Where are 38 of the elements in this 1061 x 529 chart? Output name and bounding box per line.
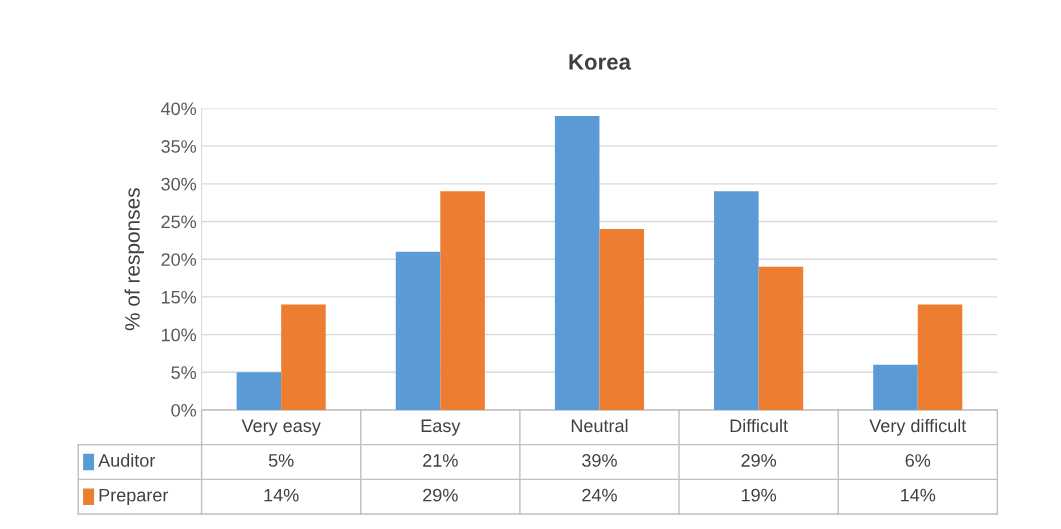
bar [554,115,600,410]
data-label: 14% [264,488,299,502]
x-tick-label: Easy [421,419,461,436]
x-tick-label: Difficult [730,418,788,433]
y-tick-label: 5% [171,366,197,379]
y-tick-label: 40% [161,102,197,116]
y-tick-label: 15% [161,290,197,304]
y-tick-label: 10% [161,328,197,342]
data-label: 6% [905,454,931,467]
chart-title: Korea [569,54,632,70]
legend-label: Preparer [99,488,169,506]
bar [395,251,441,410]
data-label: 24% [582,488,617,502]
data-label: 14% [901,488,936,502]
x-tick-label: Very difficult [869,418,967,436]
y-tick-label: 35% [161,140,197,153]
data-label: 5% [268,454,294,467]
bar [281,304,326,410]
y-tick-label: 25% [161,215,197,229]
bar [236,372,282,410]
bar [599,229,645,410]
y-tick-label: 0% [171,403,197,417]
y-axis-title: % of responses [124,188,144,331]
data-label: 19% [741,488,777,502]
data-label: 29% [423,488,458,502]
data-label: 21% [423,454,458,467]
y-tick-label: 20% [161,253,197,266]
y-tick-label: 30% [161,177,197,191]
bar [917,304,963,410]
bar [758,266,804,410]
data-label: 29% [741,454,777,467]
data-label: 39% [582,454,617,467]
x-tick-label: Very easy [241,419,321,436]
legend-label: Auditor [98,453,156,467]
bar [873,364,918,410]
x-tick-label: Neutral [571,418,628,433]
bar [440,191,485,410]
bar [714,191,759,410]
